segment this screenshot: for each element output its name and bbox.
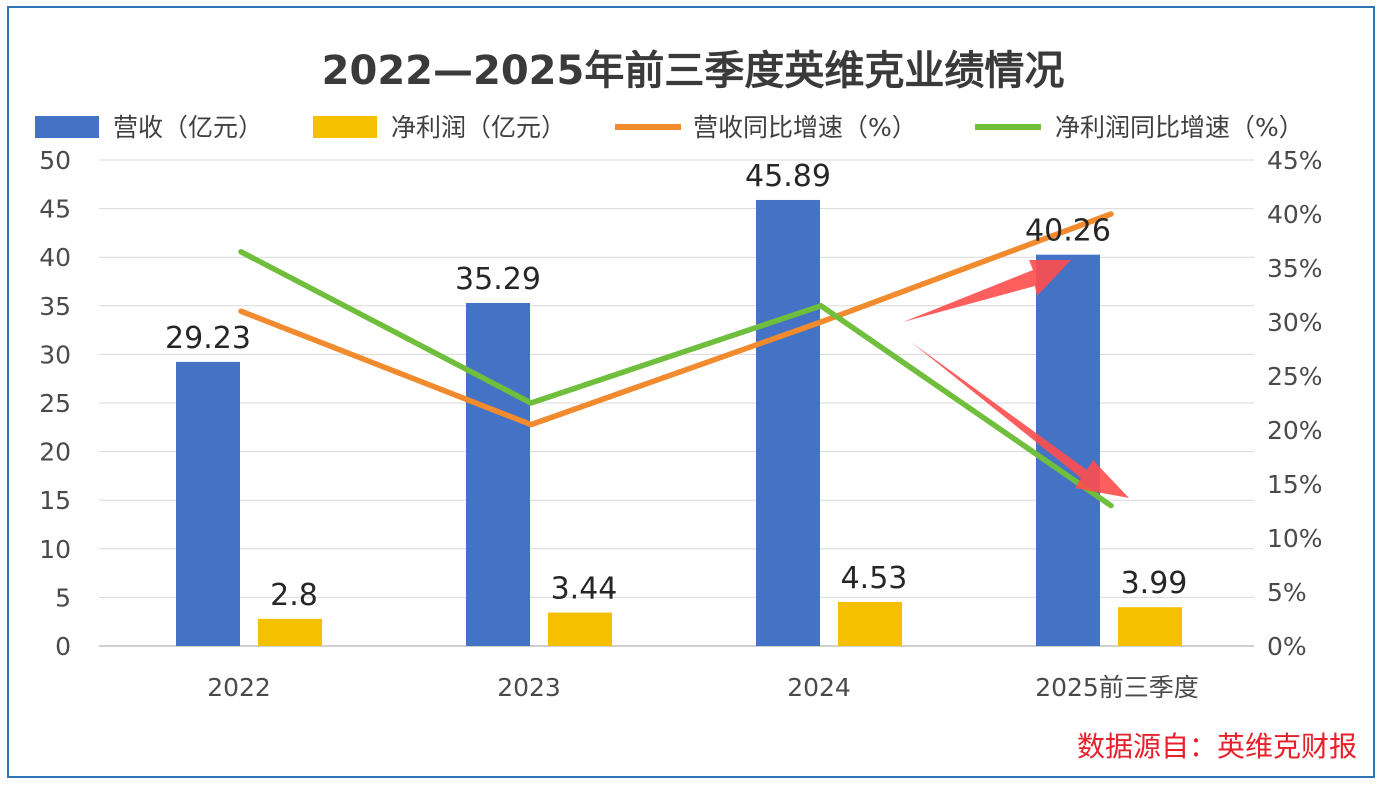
net-profit-bar bbox=[548, 612, 612, 646]
up-arrow-icon bbox=[903, 260, 1071, 322]
chart-frame: 2022—2025年前三季度英维克业绩情况 营收（亿元） 净利润（亿元） 营收同… bbox=[7, 6, 1375, 778]
bars bbox=[176, 199, 1182, 647]
down-arrow-icon bbox=[911, 342, 1129, 498]
net-profit-bar-label: 3.99 bbox=[1121, 566, 1188, 601]
revenue-bar-label: 29.23 bbox=[165, 321, 251, 356]
right-tick-label: 5% bbox=[1267, 578, 1307, 607]
category-labels: 2022 2023 2024 2025前三季度 bbox=[207, 673, 1199, 702]
right-tick-label: 45% bbox=[1267, 146, 1323, 175]
legend-swatch-revenue bbox=[35, 116, 99, 138]
left-tick-label: 45 bbox=[39, 195, 71, 224]
revenue-bar bbox=[1036, 254, 1100, 647]
right-tick-label: 40% bbox=[1267, 200, 1323, 229]
profit-growth-line bbox=[238, 249, 1114, 509]
revenue-bar-label: 35.29 bbox=[455, 262, 541, 297]
net-profit-bar bbox=[258, 618, 322, 646]
revenue-growth-line bbox=[238, 211, 1114, 428]
bar-value-labels: 29.23 35.29 45.89 40.26 2.8 3.44 4.53 3.99 bbox=[165, 159, 1187, 613]
legend-label-revenue-growth: 营收同比增速（%） bbox=[693, 113, 917, 142]
category-label: 2025前三季度 bbox=[1035, 673, 1199, 702]
right-tick-label: 10% bbox=[1267, 524, 1323, 553]
left-axis-ticks: 0 5 10 15 20 25 30 35 40 45 50 bbox=[39, 146, 71, 661]
legend-swatch-net-profit bbox=[313, 116, 377, 138]
legend-label-profit-growth: 净利润同比增速（%） bbox=[1055, 113, 1304, 142]
left-tick-label: 50 bbox=[39, 146, 71, 175]
chart-title: 2022—2025年前三季度英维克业绩情况 bbox=[322, 48, 1065, 94]
category-label: 2023 bbox=[497, 673, 561, 702]
growth-lines bbox=[238, 211, 1114, 509]
right-axis-ticks: 0% 5% 10% 15% 20% 25% 30% 35% 40% 45% bbox=[1267, 146, 1323, 661]
right-tick-label: 15% bbox=[1267, 470, 1323, 499]
left-tick-label: 25 bbox=[39, 389, 71, 418]
right-tick-label: 20% bbox=[1267, 416, 1323, 445]
left-tick-label: 40 bbox=[39, 243, 71, 272]
chart-svg: 2022—2025年前三季度英维克业绩情况 营收（亿元） 净利润（亿元） 营收同… bbox=[35, 48, 1357, 763]
legend-label-net-profit: 净利润（亿元） bbox=[391, 113, 566, 142]
left-tick-label: 30 bbox=[39, 340, 71, 369]
net-profit-bar bbox=[1118, 607, 1182, 646]
source-note: 数据源自：英维克财报 bbox=[1077, 730, 1357, 763]
revenue-bar bbox=[176, 361, 240, 646]
legend: 营收（亿元） 净利润（亿元） 营收同比增速（%） 净利润同比增速（%） bbox=[35, 113, 1304, 142]
annotation-arrows bbox=[903, 260, 1129, 498]
net-profit-bar bbox=[838, 601, 902, 646]
left-tick-label: 35 bbox=[39, 292, 71, 321]
left-tick-label: 0 bbox=[55, 632, 71, 661]
legend-label-revenue: 营收（亿元） bbox=[113, 113, 263, 142]
left-tick-label: 15 bbox=[39, 486, 71, 515]
net-profit-bar-label: 4.53 bbox=[841, 561, 908, 596]
category-label: 2022 bbox=[207, 673, 271, 702]
net-profit-bar-label: 2.8 bbox=[270, 578, 318, 613]
revenue-bar bbox=[466, 302, 530, 646]
right-tick-label: 35% bbox=[1267, 254, 1323, 283]
revenue-bar bbox=[756, 199, 820, 646]
category-label: 2024 bbox=[787, 673, 851, 702]
right-tick-label: 0% bbox=[1267, 632, 1307, 661]
right-tick-label: 25% bbox=[1267, 362, 1323, 391]
left-tick-label: 5 bbox=[55, 583, 71, 612]
left-tick-label: 20 bbox=[39, 438, 71, 467]
revenue-bar-label: 40.26 bbox=[1025, 214, 1111, 249]
net-profit-bar-label: 3.44 bbox=[551, 572, 618, 607]
revenue-bar-label: 45.89 bbox=[745, 159, 831, 194]
right-tick-label: 30% bbox=[1267, 308, 1323, 337]
left-tick-label: 10 bbox=[39, 535, 71, 564]
